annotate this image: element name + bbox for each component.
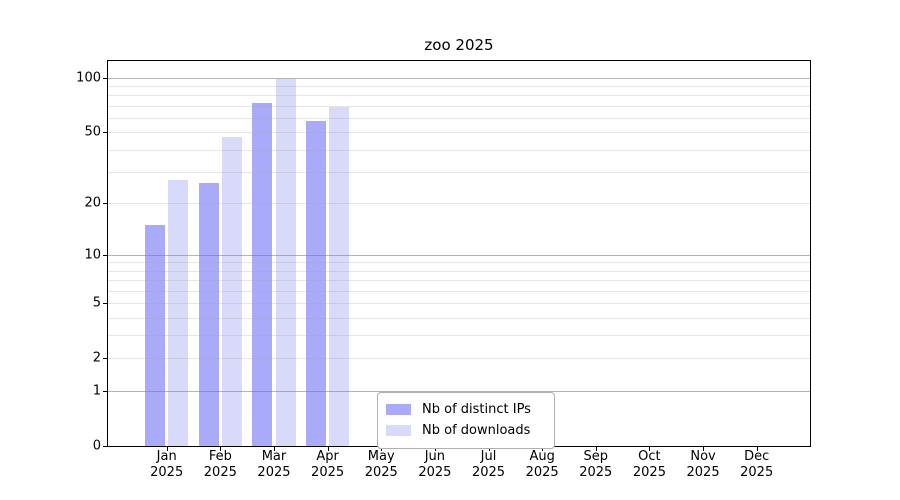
y-tick-0 (103, 446, 107, 447)
legend-label-downloads: Nb of downloads (422, 423, 531, 438)
x-tick-oct (649, 447, 651, 451)
x-tick-dec (756, 447, 758, 451)
gridline-minor-5 (108, 303, 810, 305)
gridline-minor-70 (108, 105, 810, 107)
gridline-minor-30 (108, 172, 810, 174)
x-tick-sep (595, 447, 597, 451)
x-tick-jul (488, 447, 490, 451)
gridline-minor-90 (108, 86, 810, 88)
chart-title: zoo 2025 (424, 36, 494, 54)
legend-swatch-downloads (386, 425, 411, 436)
gridline-major-10 (108, 254, 810, 256)
gridline-minor-7 (108, 280, 810, 282)
y-tick-1 (103, 390, 107, 392)
legend-swatch-distinct-ips (386, 404, 411, 415)
bar-downloads-mar (275, 78, 296, 446)
gridline-major-100 (108, 77, 810, 79)
x-tick-apr (327, 447, 329, 451)
bar-downloads-jan (168, 180, 189, 446)
x-tick-label-aug: Aug 2025 (525, 449, 559, 480)
y-tick-label-10: 10 (84, 247, 101, 263)
x-tick-may (381, 447, 383, 451)
bar-downloads-feb (221, 137, 243, 446)
y-tick-label-5: 5 (92, 295, 101, 311)
x-tick-jun (434, 447, 436, 451)
y-tick-label-0: 0 (92, 438, 101, 454)
legend-item-distinct-ips: Nb of distinct IPs (386, 399, 545, 420)
gridline-minor-9 (108, 262, 810, 264)
gridline-minor-3 (108, 335, 810, 337)
x-tick-label-mar: Mar 2025 (257, 449, 291, 480)
x-tick-label-jan: Jan 2025 (150, 449, 184, 480)
y-tick-label-50: 50 (84, 124, 101, 140)
x-tick-nov (703, 447, 705, 451)
x-tick-label-nov: Nov 2025 (686, 449, 720, 480)
x-tick-label-dec: Dec 2025 (740, 449, 774, 480)
bar-downloads-apr (329, 107, 350, 446)
bar-distinct-ips-feb (198, 183, 219, 446)
x-tick-label-jun: Jun 2025 (418, 449, 452, 480)
gridline-minor-2 (108, 358, 810, 360)
legend-label-distinct-ips: Nb of distinct IPs (422, 402, 531, 417)
gridline-minor-20 (108, 203, 810, 205)
x-tick-jan (166, 447, 168, 451)
gridline-minor-8 (108, 270, 810, 272)
gridline-minor-50 (108, 132, 810, 134)
y-tick-2 (103, 358, 107, 360)
y-tick-label-2: 2 (92, 350, 101, 366)
gridline-minor-60 (108, 118, 810, 120)
gridline-minor-4 (108, 317, 810, 319)
x-tick-label-may: May 2025 (364, 449, 398, 480)
y-tick-5 (103, 303, 107, 305)
y-tick-label-1: 1 (92, 383, 101, 399)
gridline-minor-40 (108, 149, 810, 151)
x-tick-label-feb: Feb 2025 (203, 449, 237, 480)
legend-item-downloads: Nb of downloads (386, 420, 545, 441)
y-tick-20 (103, 203, 107, 205)
gridline-major-1 (108, 390, 810, 392)
legend: Nb of distinct IPs Nb of downloads (377, 392, 555, 449)
x-tick-label-sep: Sep 2025 (579, 449, 613, 480)
x-tick-label-jul: Jul 2025 (471, 449, 506, 480)
x-tick-label-oct: Oct 2025 (632, 449, 666, 480)
gridline-minor-6 (108, 290, 810, 292)
x-tick-mar (273, 447, 275, 451)
x-tick-feb (220, 447, 222, 451)
y-tick-50 (103, 132, 107, 134)
x-tick-label-apr: Apr 2025 (311, 449, 345, 480)
gridline-minor-80 (108, 95, 810, 97)
bar-distinct-ips-mar (252, 102, 273, 446)
y-tick-100 (103, 77, 107, 79)
y-tick-10 (103, 254, 107, 256)
y-tick-label-100: 100 (76, 70, 101, 86)
y-tick-label-20: 20 (84, 195, 101, 211)
plot-area (107, 60, 811, 447)
bar-distinct-ips-apr (305, 120, 326, 446)
x-tick-aug (542, 447, 544, 451)
